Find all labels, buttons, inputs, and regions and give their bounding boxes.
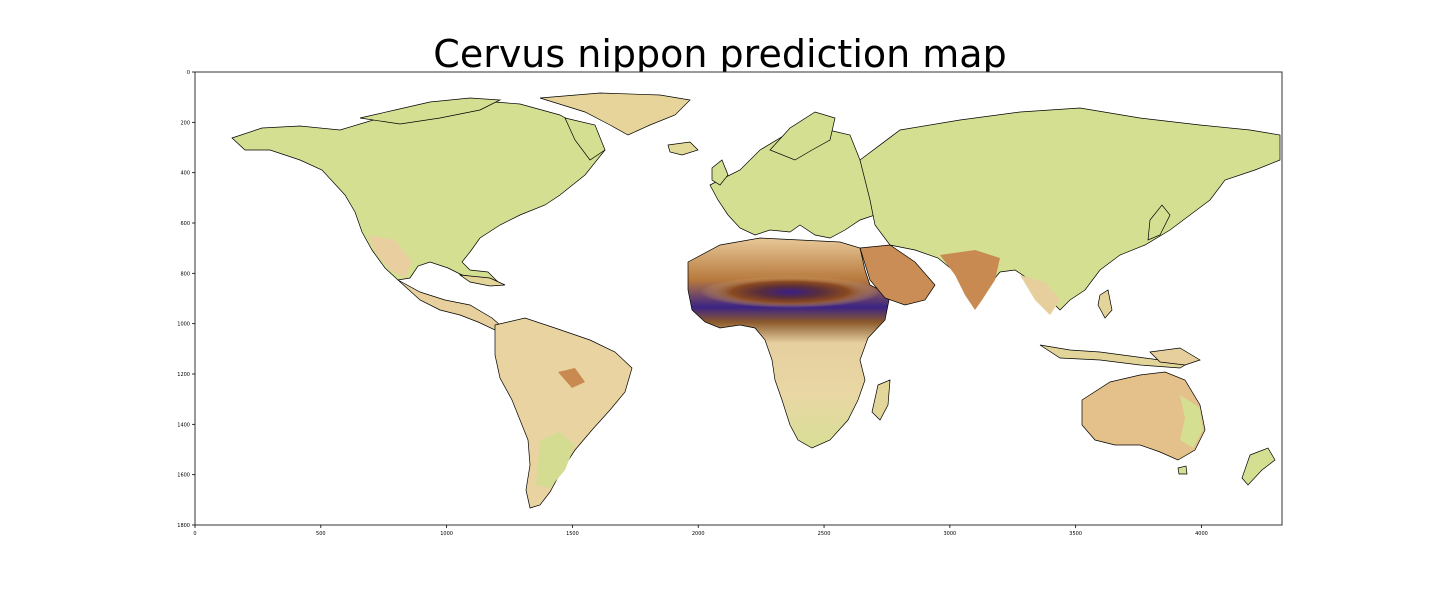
x-tick-label: 2000: [692, 531, 705, 537]
y-tick-label: 600: [180, 221, 190, 227]
x-tick-label: 0: [193, 531, 196, 537]
x-tick-label: 2500: [818, 531, 831, 537]
australia-east-green: [1180, 395, 1203, 448]
y-tick-label: 200: [180, 120, 190, 126]
x-tick-label: 1500: [566, 531, 579, 537]
japan: [1147, 204, 1171, 241]
mexico-shade: [368, 235, 412, 278]
se-asia: [1020, 275, 1060, 315]
y-tick-label: 1600: [177, 473, 190, 479]
y-tick-label: 0: [187, 70, 190, 76]
y-tick-label: 400: [180, 171, 190, 177]
arctic-islands: [359, 97, 502, 125]
cuba: [458, 274, 506, 287]
y-axis: 0 200 400 600 800 1000 1200 1400 1600 1800: [177, 70, 195, 529]
new-zealand: [1241, 447, 1276, 486]
iceland: [667, 141, 699, 156]
arabia: [859, 244, 936, 306]
scandinavia: [769, 111, 836, 161]
new-guinea: [1149, 347, 1201, 366]
y-tick-label: 1200: [177, 372, 190, 378]
greenland: [539, 92, 691, 136]
y-tick-label: 1800: [177, 523, 190, 529]
philippines: [1097, 289, 1113, 319]
x-tick-label: 3500: [1069, 531, 1082, 537]
y-tick-label: 1000: [177, 322, 190, 328]
x-axis: 0 500 1000 1500 2000 2500 3000 3500 4000: [193, 525, 1208, 537]
y-tick-label: 800: [180, 271, 190, 277]
amazon-green: [536, 432, 575, 488]
x-tick-label: 500: [316, 531, 326, 537]
x-tick-label: 3000: [943, 531, 956, 537]
madagascar: [871, 379, 891, 421]
y-tick-label: 1400: [177, 422, 190, 428]
india-shade: [940, 250, 1000, 310]
tasmania: [1177, 465, 1188, 475]
x-tick-label: 4000: [1195, 531, 1208, 537]
sahel-hotspot: [700, 276, 880, 308]
x-tick-label: 1000: [440, 531, 453, 537]
baffin: [564, 117, 606, 161]
south-america: [494, 317, 633, 509]
land-layer: [231, 92, 1281, 509]
uk: [711, 159, 729, 186]
map-title: Cervus nippon prediction map: [433, 32, 1007, 76]
andes-brown: [558, 368, 585, 388]
australia: [1081, 371, 1206, 461]
